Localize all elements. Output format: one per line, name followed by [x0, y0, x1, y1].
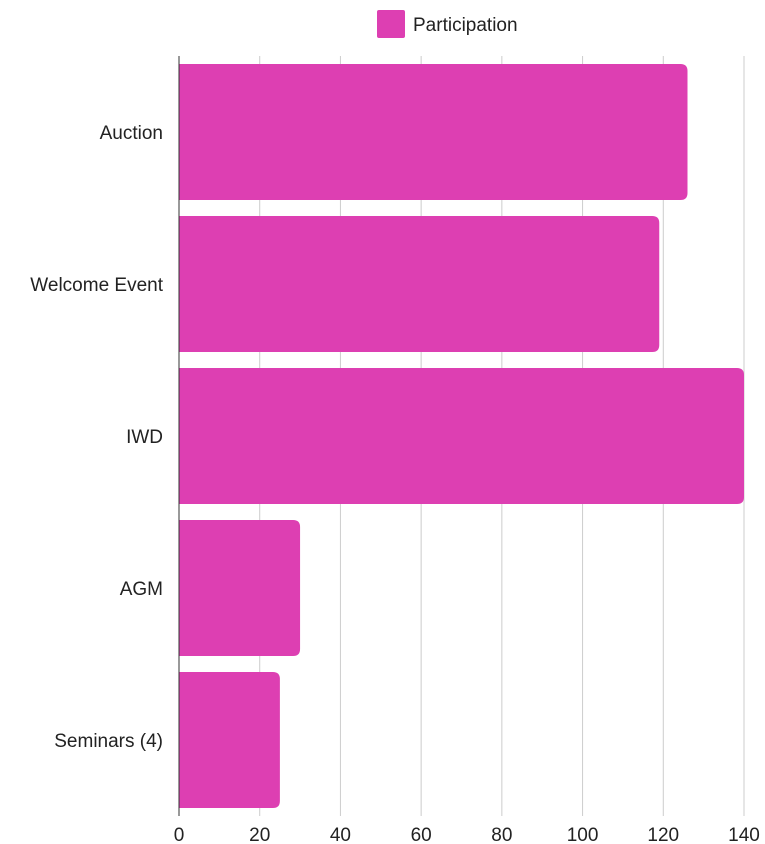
- category-label: AGM: [120, 579, 163, 600]
- category-label: Welcome Event: [30, 275, 163, 296]
- category-labels: Auction Welcome Event IWD AGM Seminars (4): [30, 123, 163, 752]
- bar-welcome-event: [179, 215, 660, 353]
- x-tick-label: 40: [330, 825, 351, 844]
- x-tick-label: 140: [728, 825, 760, 844]
- bar-iwd: [179, 367, 744, 505]
- x-tick-label: 120: [647, 825, 679, 844]
- legend: Participation: [377, 10, 518, 38]
- x-tick-labels: 0 20 40 60 80 100 120 140: [174, 825, 760, 844]
- category-label: Auction: [100, 123, 163, 144]
- legend-label: Participation: [413, 15, 518, 36]
- category-label: IWD: [126, 427, 163, 448]
- x-tick-label: 20: [249, 825, 270, 844]
- bar-seminars-4: [179, 671, 280, 809]
- x-tick-label: 60: [411, 825, 432, 844]
- bars: [179, 63, 744, 809]
- x-tick-label: 100: [567, 825, 599, 844]
- x-tick-label: 80: [491, 825, 512, 844]
- category-label: Seminars (4): [54, 731, 163, 752]
- bar-auction: [179, 63, 688, 201]
- legend-swatch: [377, 10, 405, 38]
- x-tick-label: 0: [174, 825, 185, 844]
- bar-agm: [179, 519, 301, 657]
